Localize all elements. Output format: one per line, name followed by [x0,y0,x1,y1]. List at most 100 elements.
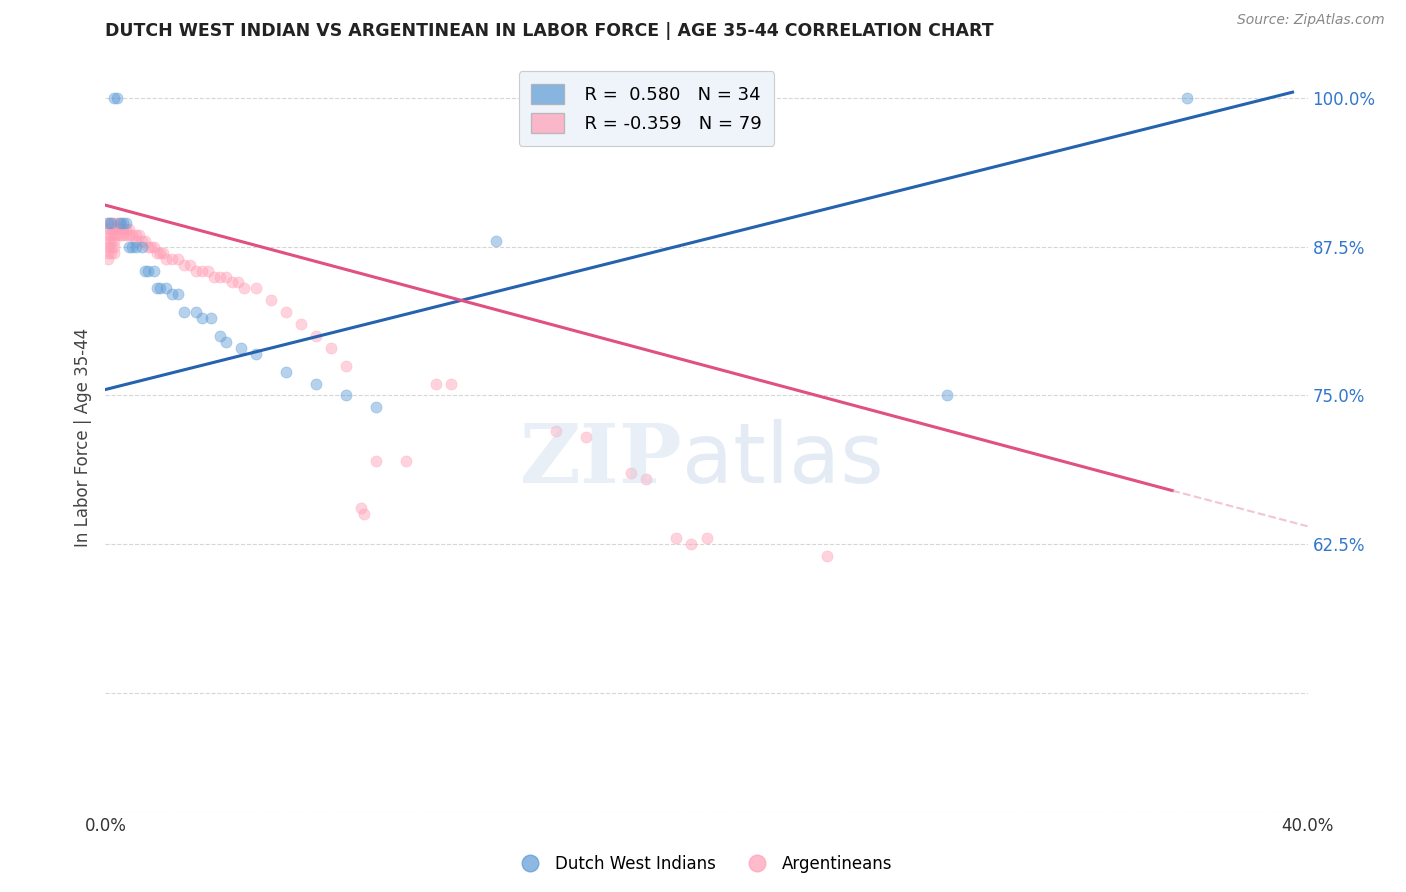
Point [155,281,177,295]
Point [100,216,122,230]
Point [97,216,120,230]
Point [152,245,174,260]
Point [139,240,162,254]
Text: atlas: atlas [682,419,884,500]
Point [290,317,312,331]
Point [118,240,141,254]
Text: ZIP: ZIP [520,419,682,500]
Point [395,454,418,468]
Point [425,376,447,391]
Point [546,424,568,438]
Point [107,222,129,236]
Point [110,216,132,230]
Point [319,341,342,355]
Point [665,531,688,545]
Point [110,227,132,242]
Point [160,252,183,266]
Point [364,454,387,468]
Point [350,501,373,516]
Point [97,245,120,260]
Point [274,365,297,379]
Point [100,222,122,236]
Point [636,472,658,486]
Point [134,263,156,277]
Point [115,227,138,242]
Point [103,234,125,248]
Point [97,227,120,242]
Point [107,216,129,230]
Point [103,227,125,242]
Point [184,305,207,319]
Point [335,388,357,402]
Point [166,252,188,266]
Point [103,240,125,254]
Point [100,216,122,230]
Point [245,347,267,361]
Point [305,329,328,343]
Point [103,91,125,105]
Point [121,240,143,254]
Point [160,287,183,301]
Point [97,222,120,236]
Point [131,240,153,254]
Point [620,466,643,480]
Point [136,240,159,254]
Point [103,245,125,260]
Point [115,222,138,236]
Point [131,234,153,248]
Point [221,276,243,290]
Point [112,216,135,230]
Point [485,234,508,248]
Point [107,91,129,105]
Point [97,216,120,230]
Point [305,376,328,391]
Point [124,240,146,254]
Point [226,276,249,290]
Point [134,234,156,248]
Point [121,227,143,242]
Point [260,293,283,308]
Point [274,305,297,319]
Point [103,216,125,230]
Point [142,263,165,277]
Point [107,227,129,242]
Point [179,258,201,272]
Point [173,258,195,272]
Point [229,341,252,355]
Point [936,388,959,402]
Point [148,281,170,295]
Point [103,222,125,236]
Legend:   R =  0.580   N = 34,   R = -0.359   N = 79: R = 0.580 N = 34, R = -0.359 N = 79 [519,71,775,145]
Text: Source: ZipAtlas.com: Source: ZipAtlas.com [1237,13,1385,28]
Point [440,376,463,391]
Y-axis label: In Labor Force | Age 35-44: In Labor Force | Age 35-44 [75,327,93,547]
Point [145,245,167,260]
Point [208,269,231,284]
Point [112,227,135,242]
Point [208,329,231,343]
Point [681,537,703,551]
Point [118,222,141,236]
Point [575,430,598,444]
Point [1175,91,1198,105]
Point [815,549,838,563]
Point [128,227,150,242]
Point [100,245,122,260]
Point [145,281,167,295]
Point [364,401,387,415]
Point [214,334,236,349]
Point [696,531,718,545]
Point [335,359,357,373]
Point [97,234,120,248]
Point [232,281,254,295]
Point [124,234,146,248]
Point [245,281,267,295]
Point [100,227,122,242]
Point [173,305,195,319]
Point [197,263,219,277]
Point [200,311,222,326]
Point [202,269,225,284]
Point [184,263,207,277]
Point [97,252,120,266]
Point [112,222,135,236]
